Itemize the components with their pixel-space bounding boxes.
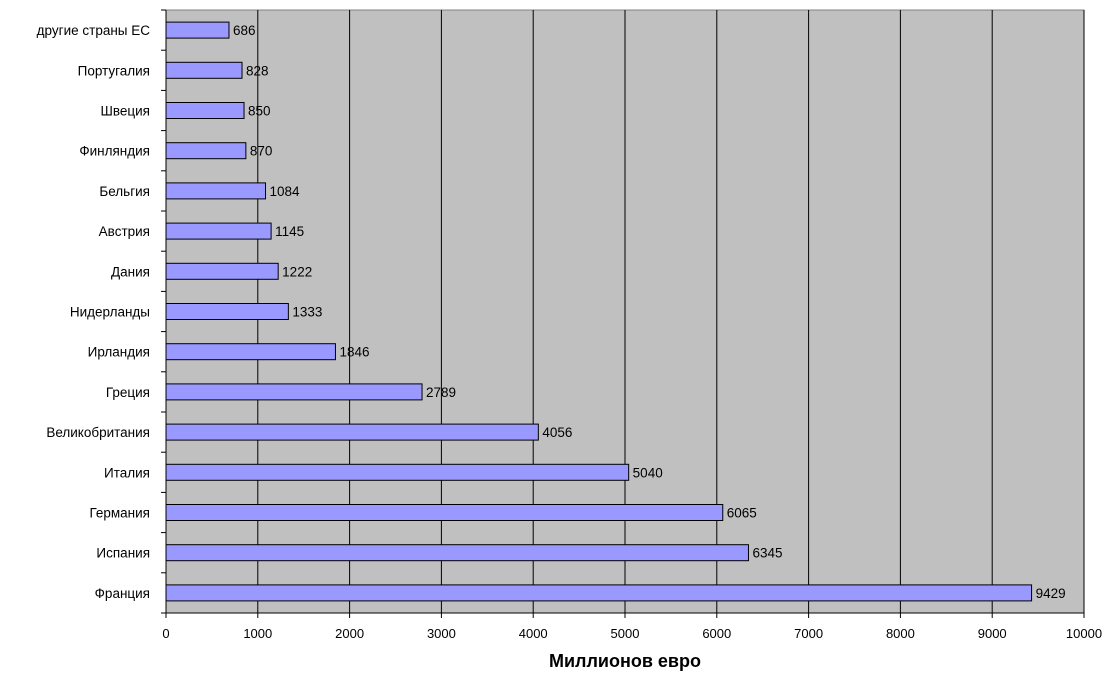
data-label: 4056 <box>542 425 572 440</box>
bar <box>165 262 279 280</box>
data-label: 1084 <box>270 184 301 199</box>
category-label: Греция <box>106 385 150 400</box>
x-tick-label: 5000 <box>611 626 640 641</box>
bar <box>165 182 267 200</box>
data-label: 6345 <box>752 546 782 561</box>
category-label: Нидерланды <box>70 305 150 320</box>
x-axis-ticks: 0 1000 2000 3000 4000 5000 6000 7000 8000 9000 100… <box>162 613 1102 641</box>
bar <box>165 343 336 361</box>
category-label: Германия <box>89 506 150 521</box>
data-label: 1846 <box>339 345 369 360</box>
data-label: 870 <box>250 144 273 159</box>
bar <box>165 222 272 240</box>
bar <box>165 303 289 320</box>
category-label: Португалия <box>78 63 150 78</box>
x-tick-label: 10000 <box>1066 626 1102 641</box>
data-label: 1145 <box>275 224 304 239</box>
bar <box>165 21 230 39</box>
x-axis-title: Миллионов евро <box>549 651 701 671</box>
bar <box>165 504 724 521</box>
category-labels: другие страны ЕС Португалия Швеция Финлянди… <box>37 9 166 614</box>
x-tick-label: 7000 <box>794 626 823 641</box>
bar <box>165 463 630 481</box>
category-label: Финляндия <box>79 144 150 159</box>
bar <box>165 61 243 79</box>
category-label: Ирландия <box>88 345 150 360</box>
category-label: Испания <box>96 546 150 561</box>
category-label: Франция <box>95 586 150 601</box>
x-tick-label: 0 <box>162 626 169 641</box>
category-label: Бельгия <box>99 184 150 199</box>
x-tick-label: 9000 <box>978 626 1007 641</box>
data-label: 2789 <box>426 385 456 400</box>
x-tick-label: 1000 <box>243 626 272 641</box>
bar <box>165 383 423 401</box>
bar <box>165 142 247 160</box>
data-label: 828 <box>246 63 269 78</box>
category-label: Италия <box>104 465 150 480</box>
bar <box>165 423 539 441</box>
data-label: 850 <box>248 104 271 119</box>
data-label: 5040 <box>633 465 663 480</box>
data-label: 686 <box>233 23 256 38</box>
bar <box>165 102 245 119</box>
data-label: 6065 <box>727 506 757 521</box>
bar <box>165 544 749 562</box>
category-label: Швеция <box>101 104 151 119</box>
data-label: 1333 <box>292 305 322 320</box>
category-label: другие страны ЕС <box>37 23 151 38</box>
category-label: Великобритания <box>46 425 150 440</box>
data-label: 1222 <box>282 264 312 279</box>
x-tick-label: 6000 <box>702 626 731 641</box>
x-tick-label: 4000 <box>519 626 548 641</box>
data-labels: 686 828 850 870 1084 1145 1222 1333 1846 2789 4056… <box>233 23 1066 601</box>
x-tick-label: 8000 <box>886 626 915 641</box>
data-label: 9429 <box>1036 586 1066 601</box>
category-label: Австрия <box>99 224 150 239</box>
x-tick-label: 3000 <box>427 626 456 641</box>
x-tick-label: 2000 <box>335 626 364 641</box>
category-label: Дания <box>111 264 150 279</box>
bars <box>165 21 1033 602</box>
bar <box>165 584 1033 602</box>
